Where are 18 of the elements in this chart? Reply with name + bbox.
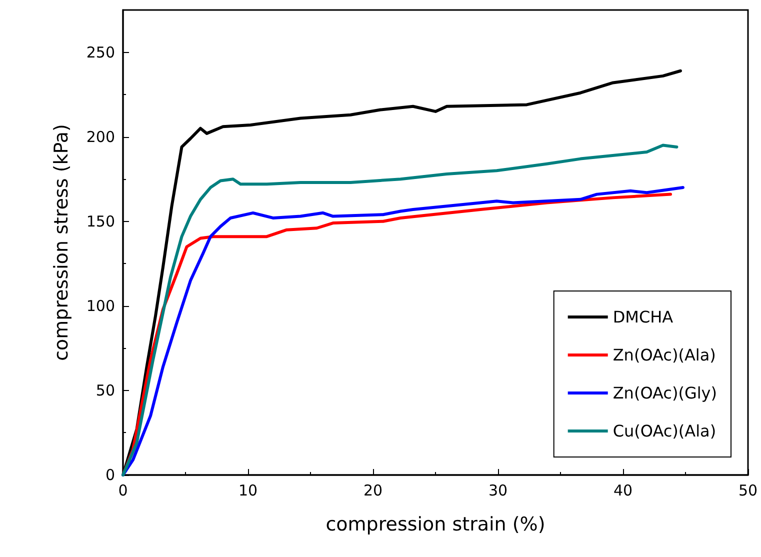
x-axis-title: compression strain (%) <box>326 514 546 536</box>
y-axis-title: compression stress (kPa) <box>50 124 72 361</box>
y-tick-label: 100 <box>86 296 115 315</box>
legend-label: Zn(OAc)(Gly) <box>612 384 717 402</box>
y-tick-label: 250 <box>86 43 115 62</box>
y-tick-label: 50 <box>96 381 115 400</box>
legend-label: Cu(OAc)(Ala) <box>612 422 716 440</box>
y-tick-label: 0 <box>105 466 115 484</box>
x-tick-label: 40 <box>613 482 633 500</box>
x-tick-label: 20 <box>363 482 383 500</box>
y-tick-label: 150 <box>86 212 115 230</box>
x-tick-label: 30 <box>488 482 508 500</box>
x-tick-label: 10 <box>238 482 258 500</box>
x-tick-label: 0 <box>118 482 128 500</box>
legend-label: Zn(OAc)(Ala) <box>612 346 716 364</box>
legend-label: DMCHA <box>612 308 674 326</box>
y-tick-label: 200 <box>86 128 115 146</box>
x-tick-label: 50 <box>738 482 758 500</box>
